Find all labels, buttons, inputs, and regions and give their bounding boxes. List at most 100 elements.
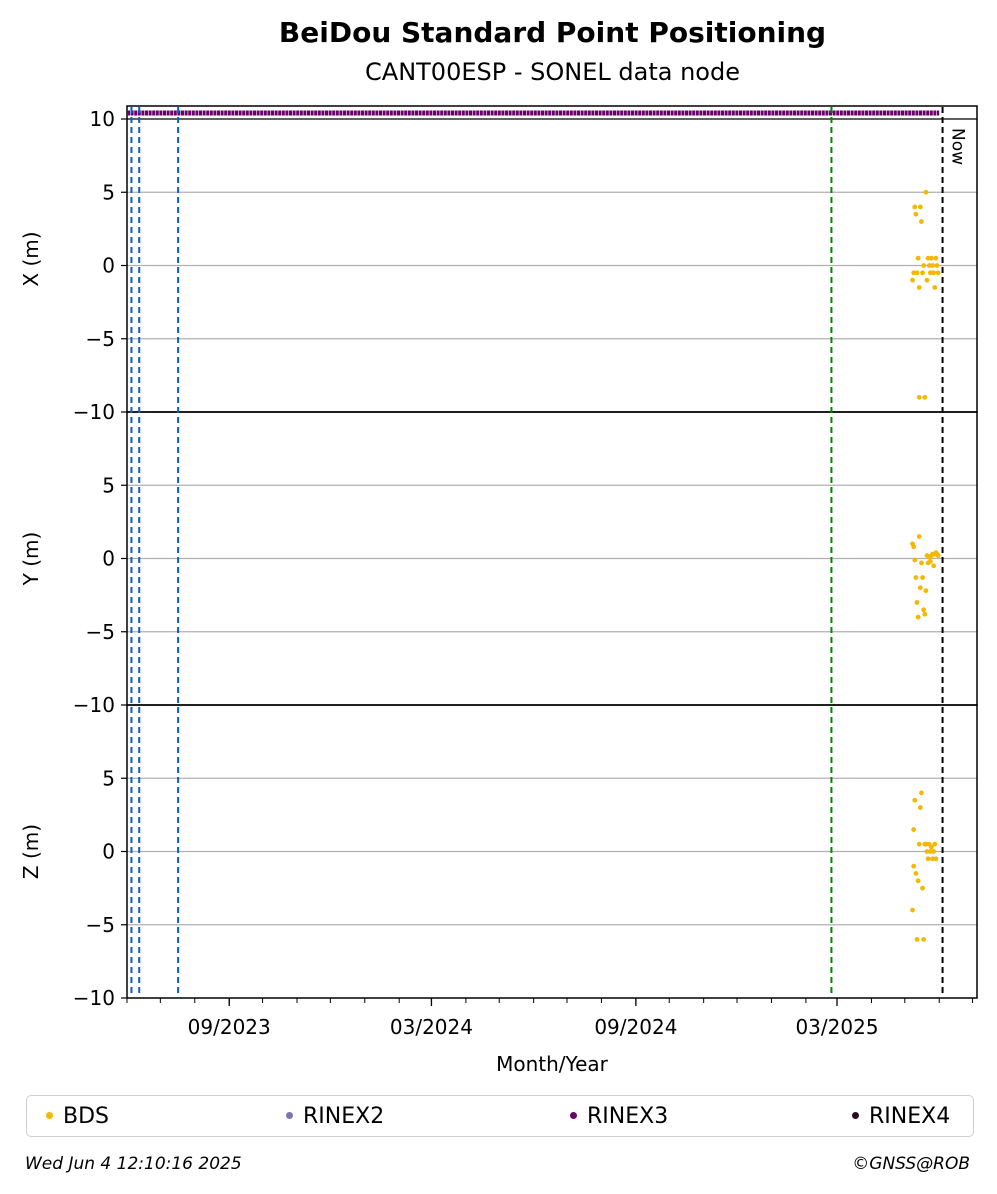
bds-point bbox=[910, 277, 915, 283]
bds-point bbox=[929, 844, 934, 850]
bds-point bbox=[933, 856, 939, 862]
bds-point bbox=[930, 263, 935, 268]
now-label: Now bbox=[948, 128, 968, 165]
bds-point bbox=[922, 611, 928, 617]
bds-point bbox=[924, 849, 930, 854]
bds-point bbox=[925, 856, 931, 862]
legend: BDS RINEX2 RINEX3 RINEX4 bbox=[26, 1095, 974, 1137]
y-tick-label: −5 bbox=[86, 620, 115, 644]
y-tick-label: −5 bbox=[86, 327, 115, 351]
bds-point bbox=[933, 255, 939, 261]
bds-point bbox=[913, 575, 919, 580]
y-tick-label: −10 bbox=[73, 400, 115, 424]
bds-point bbox=[911, 827, 917, 832]
legend-label: RINEX2 bbox=[303, 1104, 385, 1129]
bds-point bbox=[913, 871, 919, 876]
x-axis-label: Month/Year bbox=[496, 1052, 609, 1076]
bds-point bbox=[935, 270, 941, 276]
bds-point bbox=[925, 255, 931, 261]
bds-point bbox=[930, 856, 935, 862]
bds-point bbox=[927, 559, 933, 564]
legend-marker bbox=[46, 1111, 53, 1119]
bds-point bbox=[920, 885, 925, 891]
bds-point bbox=[916, 394, 922, 400]
y-axis-label: X (m) bbox=[19, 231, 43, 286]
bds-point bbox=[915, 614, 921, 620]
bds-point bbox=[912, 797, 918, 803]
y-tick-label: −5 bbox=[86, 913, 115, 937]
bds-point bbox=[912, 204, 918, 210]
bds-point bbox=[922, 394, 928, 400]
y-axis-label: Z (m) bbox=[19, 824, 43, 879]
bds-point bbox=[911, 270, 917, 276]
bds-point bbox=[935, 553, 941, 558]
legend-label: RINEX3 bbox=[587, 1104, 669, 1129]
legend-item-bds: BDS bbox=[46, 1104, 109, 1129]
y-tick-label: 0 bbox=[102, 840, 115, 864]
bds-point bbox=[929, 255, 934, 261]
bds-point bbox=[927, 849, 933, 854]
legend-item-rinex3: RINEX3 bbox=[570, 1104, 668, 1129]
bds-point bbox=[927, 270, 933, 276]
bds-point bbox=[914, 600, 920, 605]
bds-point bbox=[932, 285, 938, 290]
bds-point bbox=[914, 270, 920, 276]
bds-point bbox=[917, 585, 923, 591]
chart-subtitle: CANT00ESP - SONEL data node bbox=[365, 58, 740, 86]
x-tick-label: 09/2024 bbox=[594, 1015, 677, 1039]
bds-point bbox=[911, 544, 917, 550]
y-tick-label: 5 bbox=[102, 766, 115, 790]
x-tick-label: 09/2023 bbox=[188, 1015, 271, 1039]
bds-point bbox=[916, 841, 922, 847]
bds-point bbox=[917, 805, 923, 810]
bds-point bbox=[924, 277, 930, 283]
bds-point bbox=[923, 588, 929, 594]
y-tick-label: 5 bbox=[102, 473, 115, 497]
legend-item-rinex2: RINEX2 bbox=[286, 1104, 384, 1129]
chart-title: BeiDou Standard Point Positioning bbox=[278, 16, 827, 49]
bds-point bbox=[919, 790, 924, 796]
bds-point bbox=[919, 560, 924, 566]
bds-point bbox=[931, 849, 937, 854]
footer-credit: ©GNSS@ROB bbox=[852, 1154, 970, 1174]
footer-timestamp: Wed Jun 4 12:10:16 2025 bbox=[25, 1154, 242, 1174]
bds-point bbox=[911, 863, 917, 869]
bds-point bbox=[920, 270, 925, 276]
bds-point bbox=[916, 534, 922, 539]
bds-point bbox=[917, 204, 923, 210]
y-tick-label: −10 bbox=[73, 986, 115, 1010]
y-axis-label: Y (m) bbox=[19, 532, 43, 587]
y-tick-label: 0 bbox=[102, 547, 115, 571]
bds-point bbox=[921, 937, 927, 942]
legend-marker bbox=[852, 1111, 859, 1119]
y-tick-label: −10 bbox=[73, 693, 115, 717]
bds-point bbox=[920, 575, 925, 580]
bds-point bbox=[910, 907, 915, 913]
bds-point bbox=[914, 937, 920, 942]
panel-frame bbox=[126, 704, 978, 999]
position-chart: −10 −5 0 5 10 X (m) −10 −5 0 5 Y (m) −10 −5 0 5 Z (m) No… bbox=[19, 105, 978, 1076]
bds-point bbox=[915, 878, 921, 884]
panel-frame bbox=[126, 105, 978, 413]
legend-label: RINEX4 bbox=[869, 1104, 951, 1129]
y-tick-label: 10 bbox=[90, 107, 115, 131]
legend-marker bbox=[286, 1111, 293, 1119]
bds-point bbox=[913, 211, 919, 217]
x-tick-label: 03/2024 bbox=[390, 1015, 473, 1039]
legend-label: BDS bbox=[63, 1104, 109, 1129]
x-tick-label: 03/2025 bbox=[795, 1015, 878, 1039]
bds-point bbox=[923, 841, 929, 847]
bds-point bbox=[931, 563, 937, 569]
bds-point bbox=[921, 263, 927, 268]
y-tick-label: 0 bbox=[102, 254, 115, 278]
bds-point bbox=[915, 255, 921, 261]
y-tick-label: 5 bbox=[102, 180, 115, 204]
bds-point bbox=[931, 270, 937, 276]
bds-point bbox=[916, 285, 922, 290]
bds-point bbox=[934, 263, 940, 268]
legend-marker bbox=[570, 1111, 577, 1119]
bds-point bbox=[932, 841, 938, 847]
legend-item-rinex4: RINEX4 bbox=[852, 1104, 950, 1129]
bds-point bbox=[921, 607, 927, 613]
bds-point bbox=[919, 219, 924, 224]
